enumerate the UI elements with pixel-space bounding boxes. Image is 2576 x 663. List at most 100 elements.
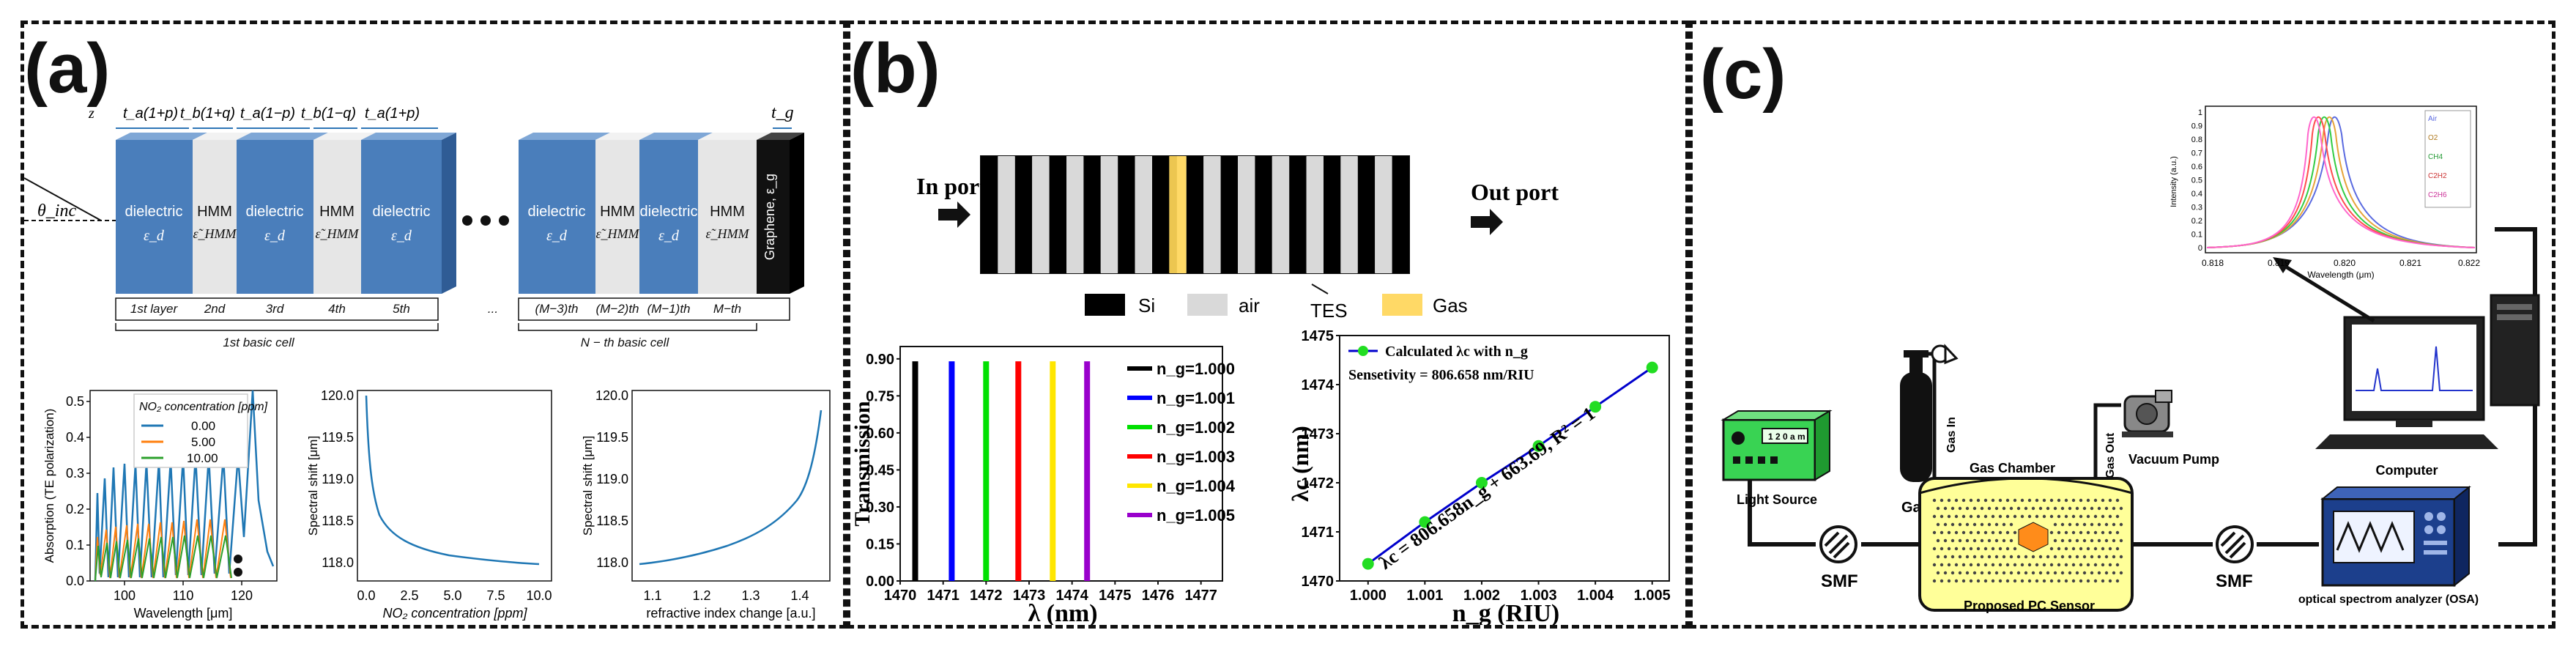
inset-ytick-2: 0.2 — [2191, 217, 2202, 226]
p2-ylabel: Spectral shift [μm] — [306, 436, 320, 536]
p1-legend-1: 5.00 — [191, 435, 215, 449]
p1-ytick-4: 0.4 — [66, 430, 84, 445]
transmission-bar-5 — [1084, 361, 1091, 581]
p1-legend-title: NO₂ concentration [ppm] — [139, 401, 268, 413]
pc-layer-si — [1118, 156, 1135, 273]
p3-xlabel: refractive index change [a.u.] — [646, 606, 815, 621]
sensor-label: Proposed PC Sensor — [1964, 599, 2095, 613]
inset-ytick-8: 0.8 — [2191, 136, 2202, 144]
lambda-point-1 — [1419, 516, 1431, 528]
dielectric-label-4: dielectric — [528, 204, 586, 220]
pc-layer-si — [1152, 156, 1170, 273]
inset-legend-3: C2H2 — [2428, 172, 2447, 180]
dielectric-label-5: dielectric — [640, 204, 698, 220]
transmission-legend-label-1: n_g=1.001 — [1157, 389, 1235, 407]
transmission-xtick-0: 1470 — [884, 588, 917, 604]
panel-b: (b) In port Out port Si air TES Gas 0.00… — [847, 21, 1689, 629]
transmission-legend-label-4: n_g=1.004 — [1157, 477, 1236, 495]
gas-chamber-label: Gas Chamber — [1970, 461, 2055, 475]
hmm-label-3: HMM — [600, 204, 635, 220]
pc-layer-si — [1357, 156, 1376, 273]
pc-layer-air — [1100, 156, 1118, 273]
inset-legend-1: O2 — [2428, 134, 2438, 142]
inset-legend-2: CH4 — [2428, 153, 2443, 161]
pc-layer-si — [1392, 156, 1409, 273]
z-axis-label: z — [88, 105, 94, 122]
hmm-label-1: HMM — [197, 204, 232, 220]
layer-label-3: 3rd — [266, 302, 284, 316]
transmission-bar-3 — [1015, 361, 1022, 581]
transmission-xlabel: λ (nm) — [1028, 600, 1097, 625]
basic-cell-n-label: N − th basic cell — [581, 336, 670, 349]
transmission-bar-2 — [983, 361, 990, 581]
basic-cell-1-label: 1st basic cell — [223, 336, 295, 349]
panel-c-label: (c) — [1700, 35, 1786, 114]
lambda-xtick-3: 1.003 — [1521, 588, 1557, 604]
legend-si-label: Si — [1138, 295, 1155, 316]
inset-xtick-2: 0.820 — [2334, 258, 2356, 268]
thickness-label-2: t_b(1+q) — [180, 105, 235, 122]
p3-ytick-3: 119.5 — [596, 430, 628, 445]
p3-ytick-0: 118.0 — [596, 555, 628, 570]
vacuum-pump-label-line1: Vacuum Pump — [2128, 452, 2219, 467]
transmission-ytick-6: 0.90 — [866, 352, 894, 368]
lambda-ytick-0: 1470 — [1302, 574, 1335, 590]
legend-air-label: air — [1239, 295, 1260, 316]
pc-layer-si — [1220, 156, 1238, 273]
hmm-symbol-2: ε̃_HMM — [315, 226, 359, 241]
inset-ytick-9: 0.9 — [2191, 122, 2202, 131]
transmission-legend-label-2: n_g=1.002 — [1157, 418, 1235, 437]
sensitivity-annotation: Sensetivity = 806.658 nm/RIU — [1348, 367, 1534, 383]
computer[interactable] — [2315, 294, 2540, 449]
p3-xtick-0: 1.1 — [643, 588, 661, 603]
p3-xtick-3: 1.4 — [790, 588, 809, 603]
transmission-xtick-6: 1476 — [1142, 588, 1175, 604]
pc-layer-air — [1066, 156, 1084, 273]
pc-layer-air — [1272, 156, 1290, 273]
dielectric-label-3: dielectric — [373, 204, 431, 220]
inset-spectrum: 0 0.1 0.2 0.3 0.4 0.5 0.6 0.7 0.8 0.9 1 0.818 0.81… — [2169, 105, 2480, 280]
thickness-label-1: t_a(1+p) — [123, 105, 178, 122]
transmission-ytick-4: 0.60 — [866, 426, 894, 442]
lambda-xtick-5: 1.005 — [1634, 588, 1671, 604]
pc-layer-air — [1135, 156, 1152, 273]
panel-a: (a) z t_a(1+p) t_b(1+q) t_a(1−p) t_b(1−q… — [21, 21, 847, 629]
layer-label-m: M−th — [713, 302, 741, 316]
lambda-ytick-3: 1473 — [1302, 426, 1335, 442]
inset-ytick-3: 0.3 — [2191, 204, 2202, 212]
transmission-xtick-2: 1472 — [970, 588, 1003, 604]
smf-label-left: SMF — [1821, 571, 1858, 591]
p2-xtick-4: 10.0 — [526, 588, 552, 603]
p3-ytick-2: 119.0 — [596, 472, 628, 486]
smf-coil-left — [1819, 525, 1857, 563]
out-port-arrow — [1471, 209, 1503, 235]
gas-out-label: Gas Out — [2104, 432, 2117, 478]
light-source-device[interactable]: 1 2 0 a m — [1721, 410, 1833, 481]
pc-layer-air — [1306, 156, 1324, 273]
inset-legend-0: Air — [2428, 115, 2438, 123]
hmm-symbol-1: ε̃_HMM — [193, 226, 237, 241]
layer-label-5: 5th — [393, 302, 410, 316]
layer-label-4: 4th — [328, 302, 346, 316]
p2-ytick-3: 119.5 — [322, 430, 354, 445]
p1-ylabel: Absorption (TE polarization) — [42, 409, 56, 563]
pc-layer-air — [998, 156, 1015, 273]
graphene-thickness-label: t_g — [771, 103, 794, 122]
legend-air-swatch — [1187, 294, 1228, 316]
lambda-ytick-2: 1472 — [1302, 475, 1335, 492]
lambda-legend-label: Calculated λc with n_g — [1385, 344, 1528, 360]
p2-ytick-2: 119.0 — [322, 472, 354, 486]
light-source-label: Light Source — [1737, 492, 1817, 507]
eps-d-label-5: ε_d — [658, 228, 680, 244]
p2-xtick-0: 0.0 — [357, 588, 375, 603]
p3-ytick-4: 120.0 — [595, 388, 628, 403]
transmission-ytick-3: 0.45 — [866, 462, 894, 478]
layer-label-ellipsis: ... — [488, 302, 498, 316]
absorption-plot: 0.0 0.1 0.2 0.3 0.4 0.5 100 110 120 Wave… — [42, 390, 278, 621]
hmm-symbol-3: ε̃_HMM — [595, 226, 639, 241]
osa-device[interactable] — [2320, 485, 2471, 588]
pc-layer-si — [1255, 156, 1272, 273]
lambda-legend-marker — [1358, 346, 1368, 356]
lambda-ytick-4: 1474 — [1302, 377, 1335, 393]
inset-ytick-7: 0.7 — [2191, 149, 2202, 158]
